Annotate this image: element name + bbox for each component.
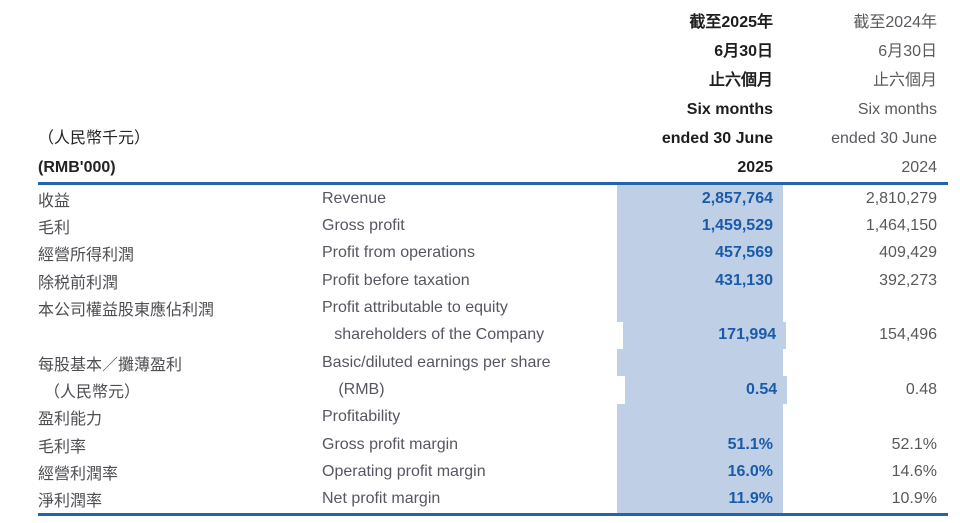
row-label-chinese: 盈利能力 xyxy=(38,411,103,429)
header-line: 止六個月 xyxy=(708,72,773,89)
row-value-2025: 16.0% xyxy=(617,458,783,486)
row-value-2024: 0.48 xyxy=(905,380,937,398)
financial-summary-table: 截至2025年 6月30日止六個月 Six months ended 30 June 2… xyxy=(38,0,948,516)
header-line: 截至2025年 xyxy=(689,14,773,31)
unit-label-chinese: （人民幣千元） xyxy=(38,130,151,147)
row-label-english: Gross profit xyxy=(322,216,405,234)
table-row: 除税前利潤 Profit before taxation 431,130 392… xyxy=(38,266,948,295)
row-value-2025: 11.9% xyxy=(617,485,783,513)
table-row: 收益 Revenue 2,857,764 2,810,279 xyxy=(38,185,948,213)
row-value-2024: 392,273 xyxy=(879,271,937,289)
row-label-chinese: 毛利率 xyxy=(38,438,87,456)
table-row: 經營利潤率 Operating profit margin 16.0% 14.6… xyxy=(38,458,948,486)
table-row: 毛利率 Gross profit margin 51.1% 52.1% xyxy=(38,430,948,459)
table-row: 盈利能力 Profitability xyxy=(38,403,948,431)
table-body: 收益 Revenue 2,857,764 2,810,279 毛利 Gross … xyxy=(38,185,948,513)
row-label-chinese: 本公司權益股東應佔利潤 xyxy=(38,301,215,319)
header-line: Six months xyxy=(686,101,773,118)
header-line: ended 30 June xyxy=(661,130,773,147)
header-period-columns: 截至2025年 6月30日止六個月 Six months ended 30 June 2… xyxy=(38,0,948,182)
row-value-2025: 1,459,529 xyxy=(617,212,783,240)
row-value-2025: 431,130 xyxy=(617,266,783,295)
header-rule-line xyxy=(38,182,948,185)
header-line: Six months xyxy=(857,101,937,118)
row-label-english: Gross profit margin xyxy=(322,435,459,453)
row-value-2025: 0.54 xyxy=(625,376,788,404)
row-label-chinese: 淨利潤率 xyxy=(38,493,103,511)
row-value-2025: 457,569 xyxy=(617,239,783,267)
header-line: 截至2024年 xyxy=(853,14,937,31)
row-label-chinese: （人民幣元） xyxy=(44,383,141,401)
table-row: 淨利潤率 Net profit margin 11.9% 10.9% xyxy=(38,485,948,513)
table-row: 經營所得利潤 Profit from operations 457,569 40… xyxy=(38,239,948,267)
table-row: （人民幣元） (RMB) 0.54 0.48 xyxy=(38,376,948,404)
row-value-2025 xyxy=(617,403,783,431)
bottom-rule-line xyxy=(38,512,948,516)
row-label-chinese: 經營利潤率 xyxy=(38,465,119,483)
unit-label-english: (RMB'000) xyxy=(38,158,116,176)
table-row: 本公司權益股東應佔利潤 Profit attributable to equit… xyxy=(38,294,948,322)
row-label-english: Revenue xyxy=(322,189,387,207)
row-value-2024: 10.9% xyxy=(891,490,937,508)
header-line: ended 30 June xyxy=(831,130,937,147)
row-value-2025: 2,857,764 xyxy=(617,185,783,213)
row-value-2024: 1,464,150 xyxy=(865,216,937,234)
row-value-2025 xyxy=(617,348,783,377)
table-header: 截至2025年 6月30日止六個月 Six months ended 30 June 2… xyxy=(38,0,948,182)
row-label-chinese: 經營所得利潤 xyxy=(38,247,135,265)
row-label-english: shareholders of the Company xyxy=(334,326,545,344)
row-label-chinese: 除税前利潤 xyxy=(38,274,119,292)
row-label-chinese: 毛利 xyxy=(38,219,71,237)
unit-label: （人民幣千元） (RMB'000) xyxy=(38,125,150,182)
row-value-2024: 14.6% xyxy=(891,462,937,480)
header-col-2025: 截至2025年 6月30日止六個月 Six months ended 30 June 2… xyxy=(194,8,783,182)
row-value-2025: 51.1% xyxy=(617,430,783,459)
row-label-english: Profit before taxation xyxy=(322,271,470,289)
row-label-english: Basic/diluted earnings per share xyxy=(322,353,551,371)
header-col-2024: 截至2024年 6月30日止六個月 Six months ended 30 June 2… xyxy=(783,8,948,182)
table-row: 毛利 Gross profit 1,459,529 1,464,150 xyxy=(38,212,948,240)
row-label-english: Profitability xyxy=(322,408,401,426)
row-label-english: Operating profit margin xyxy=(322,462,486,480)
row-label-chinese: 收益 xyxy=(38,192,71,210)
header-line: 止六個月 xyxy=(872,72,937,89)
row-label-english: (RMB) xyxy=(338,380,385,398)
table-row: shareholders of the Company 171,994 154,… xyxy=(38,321,948,349)
row-label-english: Profit attributable to equity xyxy=(322,298,508,316)
row-value-2024: 52.1% xyxy=(891,435,937,453)
row-label-english: Net profit margin xyxy=(322,490,441,508)
row-label-english: Profit from operations xyxy=(322,244,475,262)
header-line: 6月30日 xyxy=(714,43,773,60)
row-value-2024: 154,496 xyxy=(879,326,937,344)
header-line: 2024 xyxy=(901,159,937,176)
row-value-2024: 409,429 xyxy=(879,244,937,262)
row-value-2024: 2,810,279 xyxy=(865,189,937,207)
row-label-chinese: 每股基本／攤薄盈利 xyxy=(38,356,183,374)
header-line: 6月30日 xyxy=(878,43,937,60)
table-row: 每股基本／攤薄盈利 Basic/diluted earnings per sha… xyxy=(38,348,948,377)
row-value-2025 xyxy=(617,294,783,322)
row-value-2025: 171,994 xyxy=(623,321,787,349)
header-line: 2025 xyxy=(737,159,773,176)
